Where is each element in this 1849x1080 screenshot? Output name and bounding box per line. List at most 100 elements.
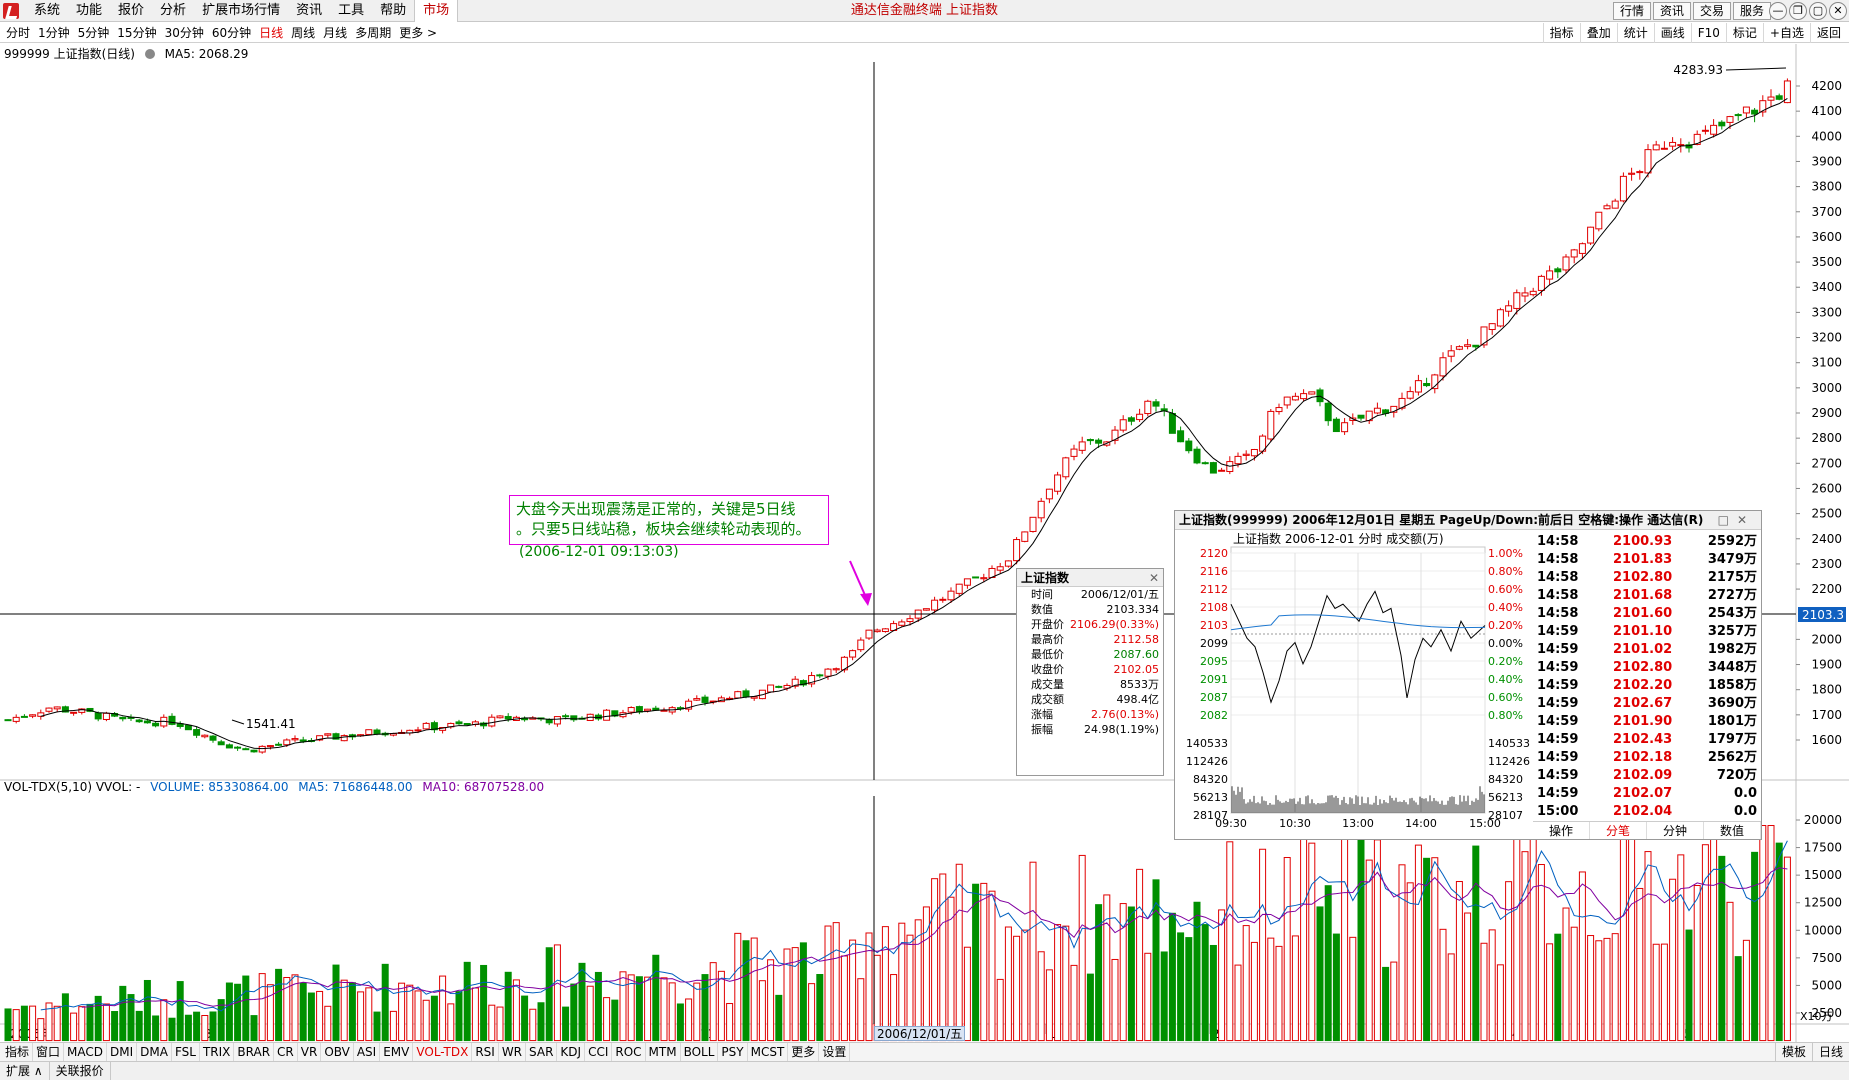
menu-item-market[interactable]: 市场 [414,0,459,22]
ma-toggle-icon[interactable] [144,49,155,59]
menu-item-4[interactable]: 扩展市场行情 [202,3,281,18]
period-tab-6[interactable]: 日线 [259,26,284,40]
indicator-tab-9[interactable]: VR [298,1043,322,1061]
indicator-right-1[interactable]: 日线 [1811,1043,1849,1061]
volume-bar [168,1017,176,1042]
menu-item-0[interactable]: 系统 [34,3,61,18]
top-button-2[interactable]: 交易 [1692,2,1731,20]
indicator-tab-18[interactable]: CCI [585,1043,613,1061]
indicator-tab-24[interactable]: 更多 [788,1043,820,1061]
volume-bar [1455,881,1463,1042]
menu-item-7[interactable]: 帮助 [380,3,407,18]
period-tab-1[interactable]: 1分钟 [38,26,70,40]
indicator-tab-16[interactable]: SAR [526,1043,558,1061]
period-tab-0[interactable]: 分时 [6,26,31,40]
maximize-icon[interactable]: ▢ [1809,2,1827,20]
menu-item-1[interactable]: 功能 [76,3,103,18]
close-icon[interactable]: ✕ [1829,2,1847,20]
volume-bar [332,964,340,1042]
minimize-icon[interactable]: — [1769,2,1787,20]
price-tick-label: 4100 [1811,104,1842,118]
kline-chart[interactable]: 4200 4100 4000 3900 3800 3700 3600 3500 3400 3300… [0,44,1849,1042]
indicator-tab-8[interactable]: CR [274,1043,298,1061]
tool-button-5[interactable]: 标记 [1725,23,1763,43]
status-item-1[interactable]: 关联报价 [50,1062,111,1080]
intraday-title: 上证指数(999999) 2006年12月01日 星期五 PageUp/Down… [1175,511,1761,530]
indicator-tab-20[interactable]: MTM [646,1043,681,1061]
info-window[interactable]: 上证指数 ✕ 时间 2006/12/01/五 数值 2103.334 开盘价 2106.2… [1016,568,1164,776]
indicator-right-0[interactable]: 模板 [1774,1043,1812,1061]
indicator-tab-25[interactable]: 设置 [819,1043,851,1061]
candle-body [1021,531,1029,542]
menu-item-3[interactable]: 分析 [160,3,187,18]
indicator-tab-5[interactable]: FSL [172,1043,200,1061]
close-icon[interactable]: ✕ [1736,513,1755,527]
candle-body [1701,129,1709,132]
status-item-0[interactable]: 扩展 ∧ [0,1062,50,1080]
indicator-tab-22[interactable]: PSY [718,1043,748,1061]
tool-button-6[interactable]: +自选 [1762,23,1810,43]
indicator-tab-2[interactable]: MACD [64,1043,108,1061]
tool-button-2[interactable]: 统计 [1616,23,1654,43]
period-tab-9[interactable]: 多周期 [355,26,392,40]
maximize-icon[interactable]: □ [1717,513,1737,527]
period-tab-8[interactable]: 月线 [323,26,348,40]
intraday-tab-0[interactable]: 操作 [1533,822,1590,839]
indicator-tab-13[interactable]: VOL-TDX [413,1043,473,1061]
candle-body [1152,401,1160,407]
volume-bar [619,971,627,1042]
volume-ma10-line [81,867,1788,1008]
indicator-tab-1[interactable]: 窗口 [33,1043,65,1061]
indicator-tab-17[interactable]: KDJ [557,1043,586,1061]
close-icon[interactable]: ✕ [1148,571,1159,585]
tool-button-1[interactable]: 叠加 [1579,23,1617,43]
tick-time: 14:58 [1537,552,1579,567]
indicator-tab-21[interactable]: BOLL [681,1043,719,1061]
period-tab-10[interactable]: 更多 > [399,26,438,40]
volume-tick-label: 15000 [1804,868,1842,882]
period-tab-5[interactable]: 60分钟 [211,26,252,40]
menu-item-6[interactable]: 工具 [338,3,365,18]
indicator-tab-6[interactable]: TRIX [200,1043,235,1061]
intraday-tab-3[interactable]: 数值 [1704,822,1761,839]
intraday-tab-1[interactable]: 分笔 [1590,822,1647,839]
top-button-0[interactable]: 行情 [1612,2,1651,20]
period-tab-2[interactable]: 5分钟 [77,26,110,40]
period-tab-4[interactable]: 30分钟 [164,26,204,40]
indicator-tab-14[interactable]: RSI [472,1043,499,1061]
indicator-tab-19[interactable]: ROC [612,1043,646,1061]
indicator-tab-23[interactable]: MCST [748,1043,789,1061]
candle-body [1193,448,1201,464]
menu-item-2[interactable]: 报价 [118,3,145,18]
indicator-tab-12[interactable]: EMV [380,1043,414,1061]
tool-button-0[interactable]: 指标 [1542,23,1580,43]
tool-button-4[interactable]: F10 [1690,23,1726,43]
menu-item-5[interactable]: 资讯 [296,3,323,18]
top-button-1[interactable]: 资讯 [1652,2,1691,20]
intraday-tab-2[interactable]: 分钟 [1647,822,1704,839]
chart-annotation[interactable]: 大盘今天出现震荡是正常的，关键是5日线 。只要5日线站稳，板块会继续轮动表现的。 [509,495,829,545]
indicator-tab-10[interactable]: OBV [321,1043,354,1061]
candle-body [1619,175,1627,202]
indicator-tab-0[interactable]: 指标 [2,1043,34,1061]
volume-bar [1660,943,1668,1042]
candle-body [644,708,652,712]
intraday-window[interactable]: 上证指数(999999) 2006年12月01日 星期五 PageUp/Down… [1174,510,1762,840]
period-tab-7[interactable]: 周线 [291,26,316,40]
indicator-tab-11[interactable]: ASI [354,1043,381,1061]
indicator-tab-15[interactable]: WR [499,1043,527,1061]
app-logo-icon[interactable] [3,3,19,19]
intraday-chart[interactable]: 上证指数 2006-12-01 分时 成交额(万) 2120 1.00% 2116 0.… [1175,531,1533,839]
restore-icon[interactable]: ❐ [1789,2,1807,20]
tool-button-7[interactable]: 返回 [1809,23,1847,43]
indicator-tab-3[interactable]: DMI [107,1043,138,1061]
volume-bar [1193,901,1201,1042]
volume-bar [1439,928,1447,1042]
indicator-tab-7[interactable]: BRAR [234,1043,275,1061]
tool-button-3[interactable]: 画线 [1653,23,1691,43]
top-button-3[interactable]: 服务 [1732,2,1771,20]
candle-body [4,719,12,722]
indicator-tab-4[interactable]: DMA [137,1043,172,1061]
period-tab-3[interactable]: 15分钟 [117,26,157,40]
volume-bar [562,1006,570,1042]
